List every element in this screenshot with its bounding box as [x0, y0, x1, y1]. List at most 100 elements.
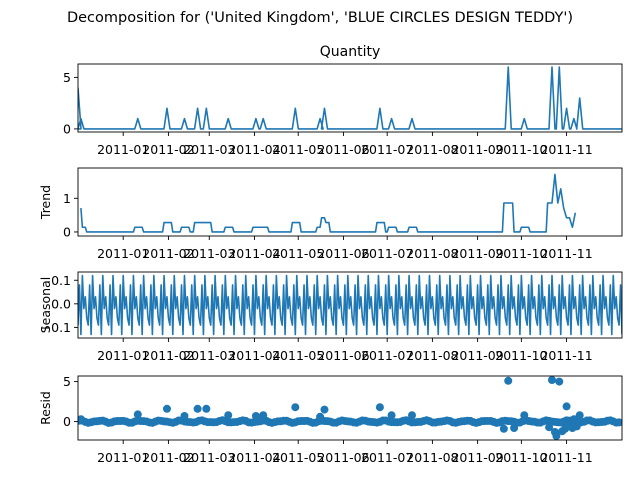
resid-point: [251, 412, 260, 420]
x-tick-label: 2011-07: [361, 142, 413, 157]
y-axis-label: Trend: [38, 185, 53, 220]
quantity-series-line: [78, 66, 622, 130]
x-tick-label: 2011-02: [142, 450, 194, 465]
x-tick-label: 2011-06: [317, 246, 369, 261]
y-tick-label: 0.1: [51, 273, 71, 288]
x-tick-label: 2011-08: [406, 348, 458, 363]
resid-point: [561, 424, 570, 433]
x-tick-label: 2011-09: [451, 142, 503, 157]
x-tick-label: 2011-03: [183, 142, 235, 157]
axes-frame: [77, 63, 623, 133]
resid-point: [520, 411, 529, 420]
x-tick-label: 2011-08: [406, 246, 458, 261]
panel-data: [78, 376, 622, 440]
resid-point: [291, 403, 300, 412]
x-tick-label: 2011-07: [361, 246, 413, 261]
x-tick-label: 2011-05: [272, 348, 324, 363]
y-tick-label: 0.0: [51, 296, 71, 311]
x-tick-label: 2011-11: [540, 450, 592, 465]
x-tick-label: 2011-02: [142, 246, 194, 261]
y-tick-label: 0: [63, 121, 71, 136]
resid-point: [259, 411, 268, 420]
x-tick-label: 2011-04: [228, 450, 280, 465]
resid-point: [615, 418, 622, 427]
x-tick-label: 2011-10: [495, 246, 547, 261]
resid-point: [547, 376, 556, 384]
resid-point: [572, 422, 581, 431]
x-tick-label: 2011-09: [451, 348, 503, 363]
x-tick-label: 2011-04: [228, 142, 280, 157]
x-tick-label: 2011-01: [97, 246, 149, 261]
x-tick-label: 2011-09: [451, 246, 503, 261]
resid-point: [504, 376, 513, 385]
y-axis-label: Resid: [38, 391, 53, 425]
x-tick-label: 2011-11: [540, 142, 592, 157]
x-tick-label: 2011-11: [540, 246, 592, 261]
resid-point: [78, 415, 85, 424]
x-tick-label: 2011-01: [97, 348, 149, 363]
axes-frame: [77, 167, 623, 237]
resid-point: [569, 415, 578, 424]
panel-data: [78, 66, 622, 130]
x-tick-label: 2011-10: [495, 450, 547, 465]
x-tick-label: 2011-03: [183, 348, 235, 363]
resid-point: [320, 405, 329, 414]
resid-point: [545, 423, 554, 432]
x-tick-label: 2011-10: [495, 348, 547, 363]
x-tick-label: 2011-07: [361, 348, 413, 363]
y-tick-label: 1: [63, 191, 71, 206]
axes-frame: [77, 271, 623, 339]
resid-point: [499, 424, 508, 433]
panel-seasonal: Seasonal−0.10.00.12011-012011-022011-032…: [38, 271, 623, 363]
x-tick-label: 2011-06: [317, 450, 369, 465]
x-tick-label: 2011-02: [142, 348, 194, 363]
resid-point: [162, 404, 171, 413]
resid-point: [224, 411, 233, 420]
x-tick-label: 2011-05: [272, 142, 324, 157]
resid-point: [202, 404, 211, 413]
x-tick-label: 2011-07: [361, 450, 413, 465]
x-tick-label: 2011-01: [97, 450, 149, 465]
y-tick-label: 0: [63, 414, 71, 429]
resid-point: [180, 412, 189, 420]
resid-point: [133, 410, 142, 419]
figure-title: Decomposition for ('United Kingdom', 'BL…: [67, 10, 573, 26]
x-tick-label: 2011-05: [272, 450, 324, 465]
panel-observed: Quantity052011-012011-022011-032011-0420…: [63, 44, 623, 157]
x-tick-label: 2011-02: [142, 142, 194, 157]
panel-title: Quantity: [320, 44, 381, 60]
panel-resid: Resid 052011-012011-022011-032011-042011-…: [38, 374, 623, 465]
x-tick-label: 2011-10: [495, 142, 547, 157]
y-tick-label: 5: [63, 374, 71, 389]
y-tick-label: 0: [63, 224, 71, 239]
resid-point: [552, 432, 561, 440]
resid-point: [387, 411, 396, 420]
y-tick-label: −0.1: [41, 320, 71, 335]
x-tick-label: 2011-04: [228, 348, 280, 363]
resid-point: [193, 404, 202, 413]
resid-point: [510, 424, 519, 432]
x-tick-label: 2011-01: [97, 142, 149, 157]
trend-series-line: [80, 173, 577, 233]
resid-point: [575, 411, 584, 420]
x-tick-label: 2011-11: [540, 348, 592, 363]
x-tick-label: 2011-03: [183, 450, 235, 465]
x-tick-label: 2011-05: [272, 246, 324, 261]
seasonal-series-line: [78, 274, 622, 336]
resid-point: [555, 377, 564, 386]
y-tick-label: 5: [63, 70, 71, 85]
panel-data: [80, 173, 577, 233]
x-tick-label: 2011-03: [183, 246, 235, 261]
resid-point: [562, 402, 571, 411]
panel-trend: Trend012011-012011-022011-032011-042011-…: [38, 167, 623, 261]
x-tick-label: 2011-08: [406, 450, 458, 465]
resid-point: [375, 403, 384, 412]
resid-point: [316, 412, 325, 421]
x-tick-label: 2011-04: [228, 246, 280, 261]
resid-point: [407, 411, 416, 420]
y-axis-label: Seasonal: [38, 277, 53, 334]
panels: Quantity052011-012011-022011-032011-0420…: [38, 44, 623, 465]
x-tick-label: 2011-09: [451, 450, 503, 465]
axes-frame: [77, 375, 623, 441]
